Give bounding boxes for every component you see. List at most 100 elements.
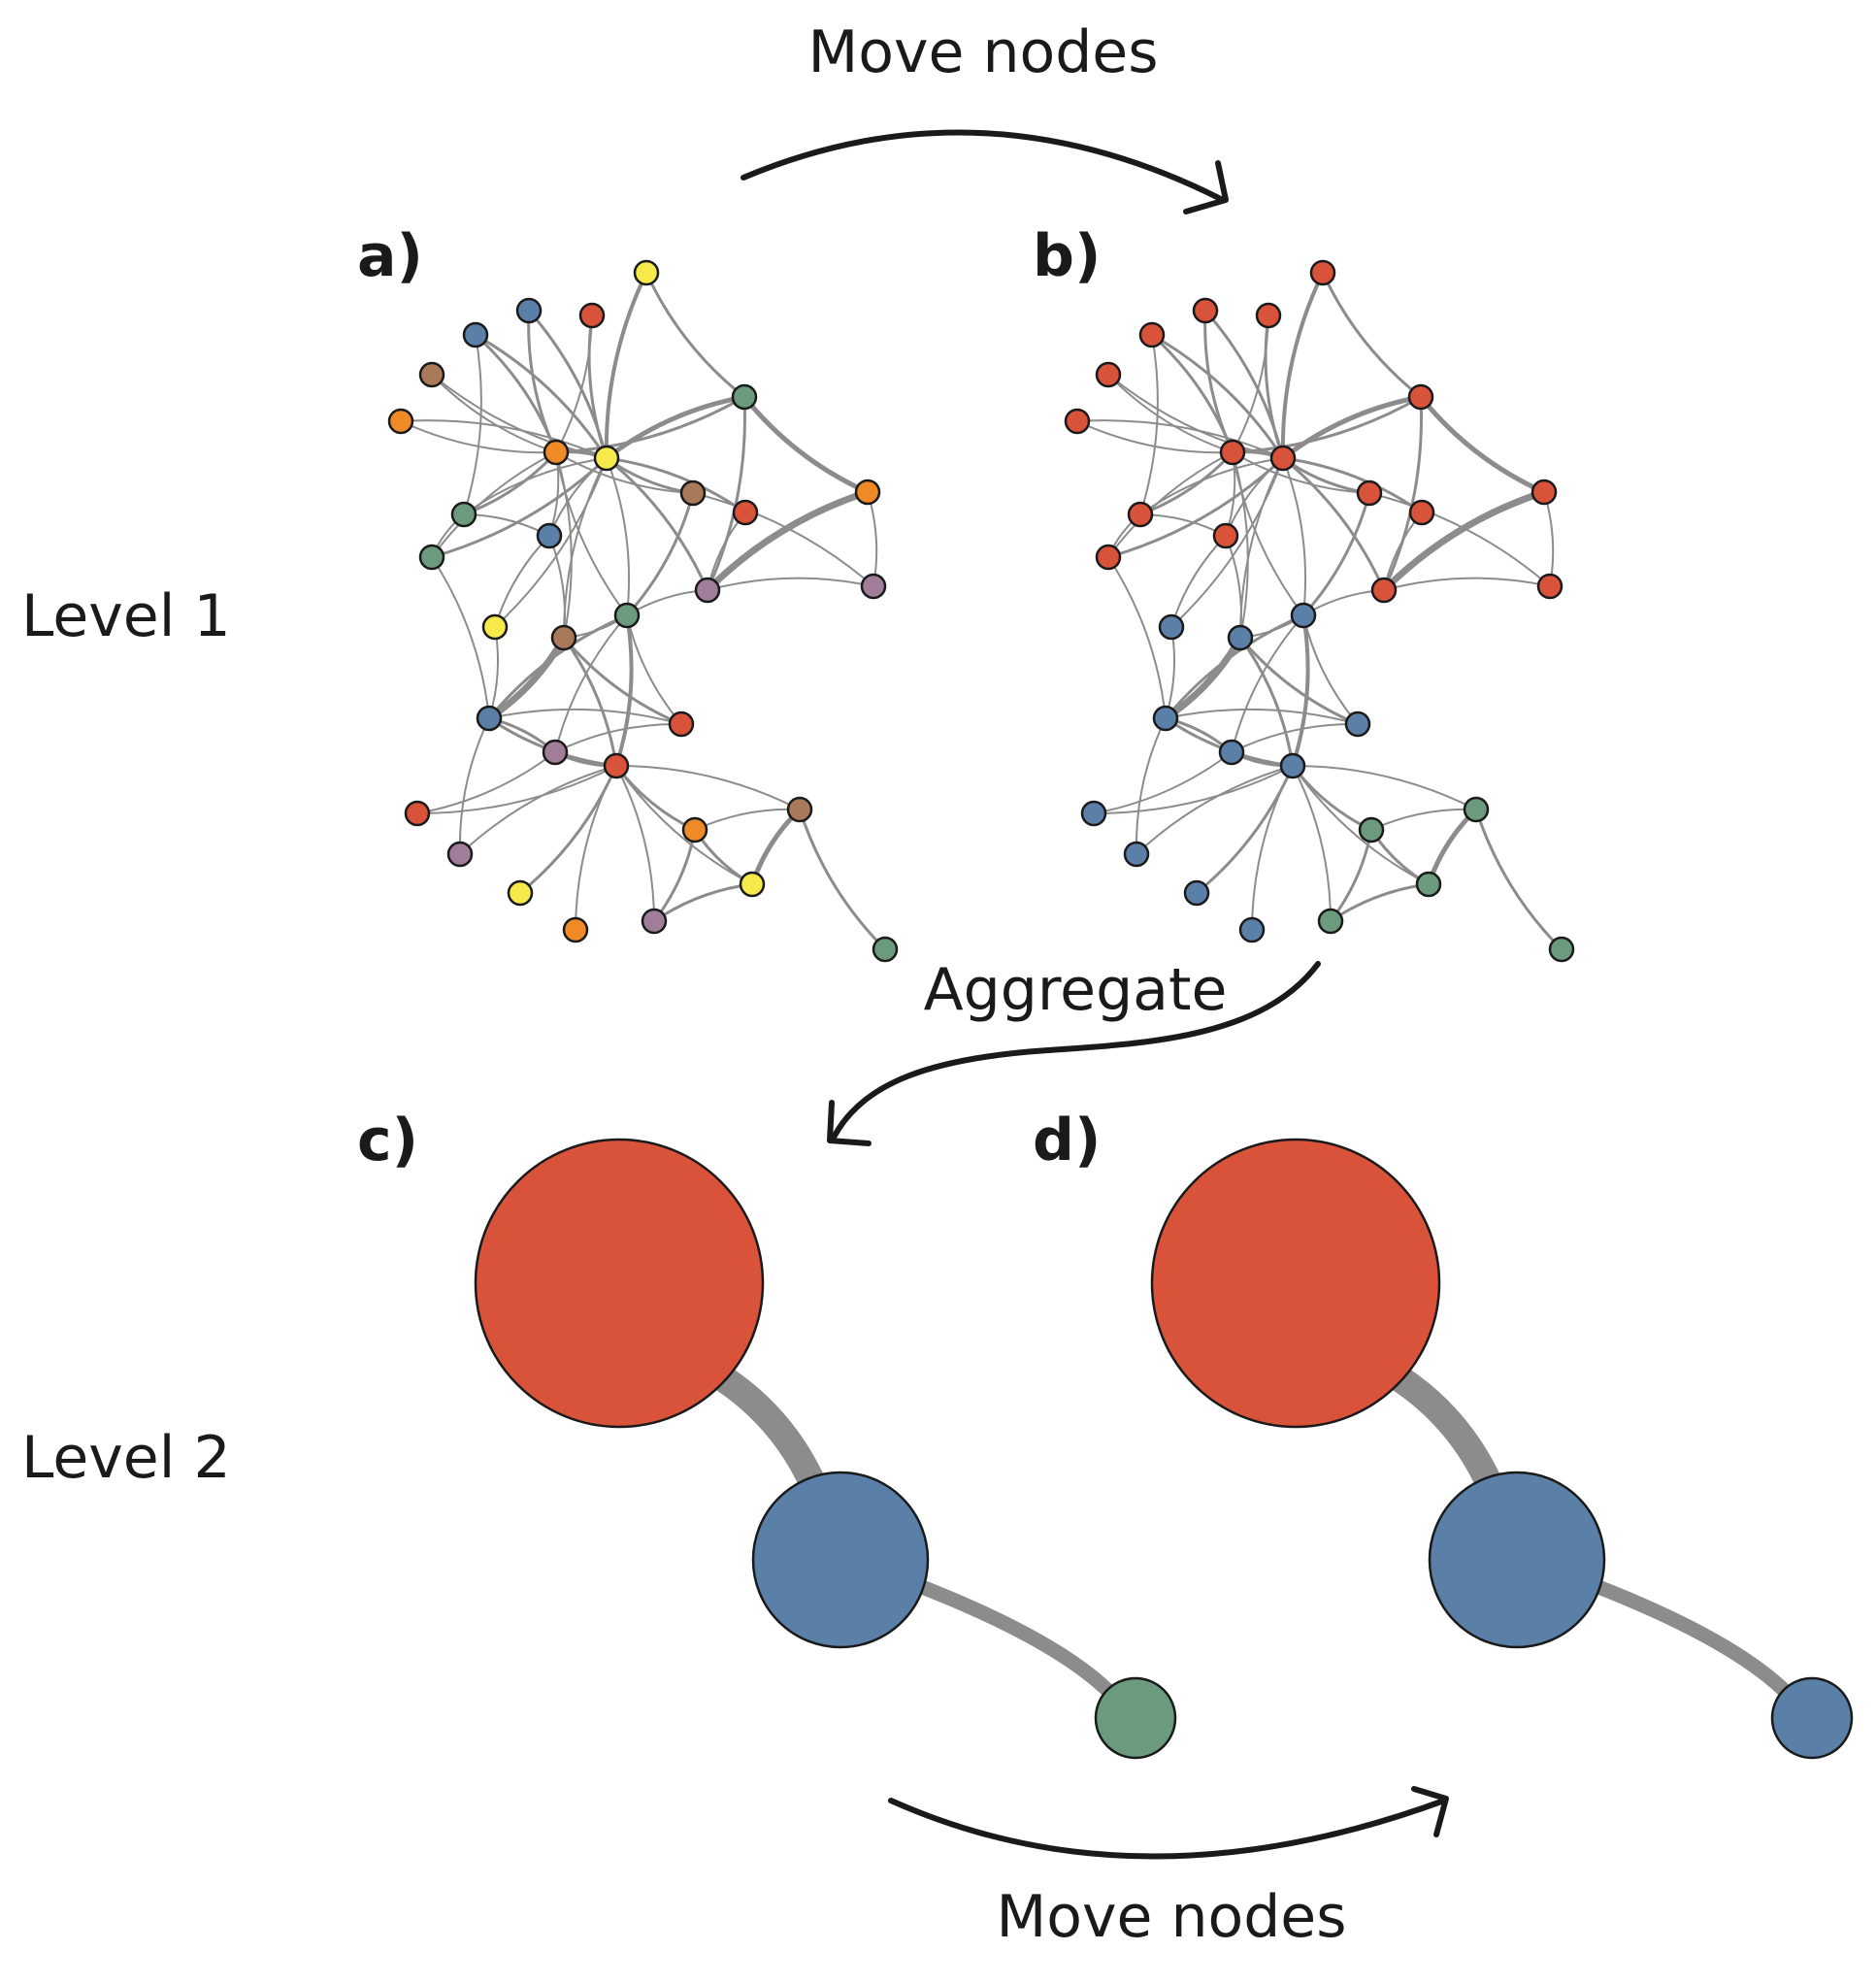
panel-b-edges [1076, 271, 1563, 951]
panel-b-edge [1135, 765, 1294, 855]
panel-a-edge [615, 765, 753, 885]
panel-a-edge [458, 717, 490, 855]
panel-b-edge [1280, 394, 1424, 461]
panel-b-edge [1225, 535, 1243, 639]
panel-a-edge [488, 626, 500, 719]
panel-b-node [1548, 936, 1575, 963]
panel-b-node [1095, 544, 1122, 571]
panel-b-node [1123, 841, 1150, 868]
panel-a-node [641, 908, 668, 935]
panel-b-label: b) [1033, 222, 1101, 290]
panel-b-edge [1150, 333, 1285, 460]
panel-a-node [679, 479, 707, 507]
panel-a-node [872, 936, 899, 963]
panel-c-node [1094, 1676, 1177, 1760]
panel-b-edge [1291, 764, 1373, 832]
panel-b-edge [1380, 488, 1548, 594]
panel-a-edge [494, 535, 550, 628]
panel-a-edge [652, 882, 754, 923]
panel-b-node [1183, 879, 1210, 907]
panel-b-edge [1139, 513, 1227, 537]
panel-a-node [633, 259, 660, 286]
panel-b-node [1218, 739, 1245, 766]
panel-a-edge [614, 613, 634, 768]
panel-b-node [1080, 800, 1107, 827]
panel-a-edge [554, 395, 746, 454]
panel-b-edge [1292, 764, 1477, 810]
move-nodes-bottom-arrow [888, 1786, 1449, 1860]
panel-a-edge [400, 420, 557, 454]
panel-b-node [1536, 573, 1563, 600]
panel-a-edge [554, 722, 682, 753]
panel-b-node [1138, 321, 1166, 348]
panel-b-edge [1238, 636, 1295, 768]
panel-b-node [1463, 796, 1490, 823]
panel-a-node [593, 445, 620, 472]
panel-a-edge [555, 451, 628, 616]
panel-b-edge [1232, 451, 1249, 639]
panel-b-node [1415, 871, 1442, 898]
panel-a-node [668, 711, 695, 738]
panel-a-edge [707, 577, 874, 591]
panel-b-edge [1291, 613, 1310, 768]
panel-b-edge [1321, 271, 1423, 399]
panel-b-node [1279, 752, 1306, 779]
panel-a-node [854, 479, 881, 506]
panel-a-edge [488, 708, 682, 725]
move-nodes-top-arrow [741, 129, 1229, 215]
panel-a-node [603, 752, 630, 779]
panel-a-edge [604, 271, 648, 460]
panel-a-node [542, 739, 569, 766]
panel-b-edge [1280, 271, 1325, 460]
panel-a-edge [644, 271, 746, 399]
panel-a-node [418, 361, 445, 388]
panel-a-edge [562, 636, 683, 726]
panel-a-edge [867, 491, 878, 587]
panel-a-edge [749, 807, 803, 887]
panel-b-edge [1282, 457, 1307, 616]
panel-b-node [1238, 916, 1266, 943]
panel-b-edge [1543, 491, 1555, 587]
panel-b-node [1356, 479, 1383, 507]
panel-a-edge [605, 456, 747, 514]
panel-b-edge [1232, 451, 1304, 616]
move-nodes-bottom-label: Move nodes [997, 1883, 1347, 1951]
panel-b-edge [1238, 636, 1360, 726]
panel-b-edge [1107, 451, 1234, 558]
panel-a-edge [615, 764, 801, 810]
panel-b-node [1290, 602, 1317, 629]
panel-d-node [1770, 1676, 1854, 1760]
panel-a-edges [400, 271, 887, 951]
panel-a-node [694, 577, 721, 604]
panel-d-label: d) [1033, 1107, 1101, 1174]
panel-b-edge [1329, 882, 1431, 923]
panel-b-node [1407, 383, 1434, 411]
panel-c-aggregated [474, 1138, 1177, 1760]
panel-a-edge [554, 614, 628, 753]
panel-b-edge [1426, 807, 1479, 887]
panel-b-node [1530, 479, 1558, 506]
panel-a-node [543, 439, 570, 466]
panel-a-edge [431, 451, 557, 558]
panel-b-edge [1281, 456, 1424, 514]
panel-b-edge [1251, 765, 1294, 931]
panel-b-node [1408, 499, 1435, 526]
panel-a-edge [555, 451, 573, 639]
panel-b-network [1064, 259, 1575, 963]
panel-a-edge [463, 334, 482, 515]
panel-a-edge [416, 765, 617, 815]
panel-b-edge [1165, 626, 1176, 719]
panel-a-edge [548, 535, 567, 639]
panel-b-node [1370, 577, 1398, 604]
panel-b-edge [1383, 577, 1551, 591]
panel-a-node [613, 602, 641, 629]
panel-a-node [404, 800, 431, 827]
panel-a-edge [555, 451, 694, 494]
panel-b-node [1192, 297, 1219, 324]
panel-a-edge [604, 394, 747, 461]
panel-a-node [562, 916, 589, 943]
panel-b-node [1095, 361, 1122, 388]
panel-d-node [1150, 1138, 1441, 1429]
panel-a-edge [431, 374, 557, 453]
